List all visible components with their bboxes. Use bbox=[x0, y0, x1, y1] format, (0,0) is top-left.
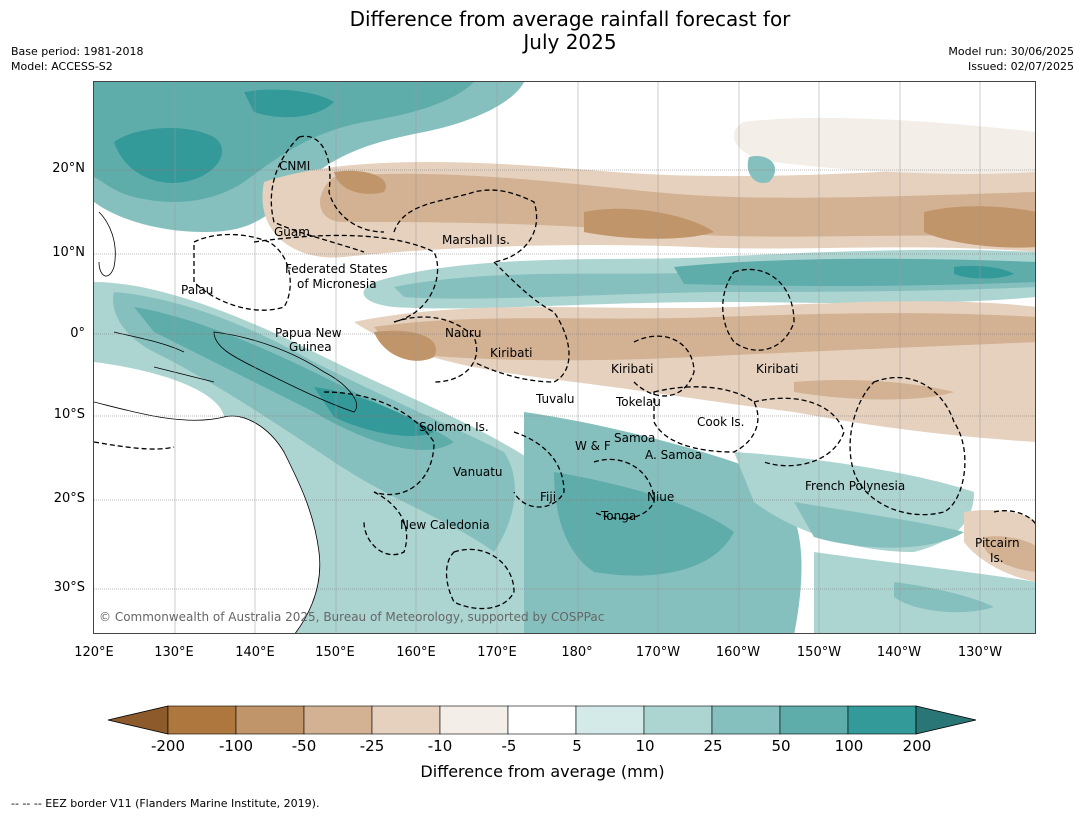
lon-label: 130°W bbox=[957, 645, 1003, 660]
colorbar-tick: -25 bbox=[359, 737, 385, 755]
place-label-guam: Guam bbox=[274, 225, 310, 239]
colorbar-tick: 100 bbox=[834, 737, 864, 755]
colorbar-cell bbox=[711, 705, 781, 735]
copyright-notice: © Commonwealth of Australia 2025, Bureau… bbox=[99, 610, 605, 624]
place-label-kiribati-east: Kiribati bbox=[756, 362, 799, 376]
place-label-nauru: Nauru bbox=[445, 326, 482, 340]
colorbar-cell bbox=[779, 705, 849, 735]
lon-label: 150°W bbox=[796, 645, 842, 660]
lat-label: 0° bbox=[70, 326, 85, 341]
title-line-2: July 2025 bbox=[523, 30, 617, 54]
lon-label: 160°W bbox=[715, 645, 761, 660]
place-label-solomon: Solomon Is. bbox=[419, 420, 489, 434]
lon-label: 160°E bbox=[396, 645, 436, 660]
place-label-cook-islands: Cook Is. bbox=[697, 415, 745, 429]
lat-label: 10°S bbox=[53, 407, 85, 422]
map-area[interactable] bbox=[93, 81, 1036, 634]
place-label-png-line1: Papua New bbox=[275, 326, 342, 340]
lon-label: 170°W bbox=[635, 645, 681, 660]
colorbar-tick: -10 bbox=[427, 737, 453, 755]
place-label-marshall: Marshall Is. bbox=[442, 233, 510, 247]
colorbar-tick: -100 bbox=[218, 737, 254, 755]
base-period: Base period: 1981-2018 bbox=[11, 45, 144, 58]
lon-label: 140°W bbox=[876, 645, 922, 660]
place-label-niue: Niue bbox=[647, 490, 675, 504]
place-label-pitcairn-line2: Is. bbox=[990, 551, 1004, 565]
lat-label: 20°N bbox=[52, 161, 85, 176]
place-label-samoa: Samoa bbox=[614, 431, 656, 445]
colorbar-tick: 25 bbox=[703, 737, 723, 755]
colorbar-cell bbox=[847, 705, 917, 735]
meta-right: Model run: 30/06/2025 Issued: 02/07/2025 bbox=[948, 44, 1074, 74]
colorbar-tick: -50 bbox=[291, 737, 317, 755]
lat-label: 30°S bbox=[53, 580, 85, 595]
lon-label: 150°E bbox=[315, 645, 355, 660]
colorbar-tick: 10 bbox=[635, 737, 655, 755]
colorbar-tick: 5 bbox=[572, 737, 582, 755]
map-title: Difference from average rainfall forecas… bbox=[0, 8, 1085, 54]
colorbar-cell bbox=[235, 705, 305, 735]
place-label-fsm-line2: of Micronesia bbox=[297, 277, 377, 291]
place-label-fsm-line1: Federated States bbox=[285, 262, 388, 276]
place-label-wallis-futuna: W & F bbox=[575, 439, 611, 453]
meta-left: Base period: 1981-2018 Model: ACCESS-S2 bbox=[11, 44, 143, 74]
place-label-tonga: Tonga bbox=[601, 509, 637, 523]
lon-label: 120°E bbox=[74, 645, 114, 660]
colorbar-cell bbox=[507, 705, 577, 735]
lon-label: 170°E bbox=[477, 645, 517, 660]
place-label-american-samoa: A. Samoa bbox=[645, 448, 702, 462]
colorbar-tick: 50 bbox=[771, 737, 791, 755]
colorbar-cell bbox=[167, 705, 237, 735]
colorbar-cell bbox=[575, 705, 645, 735]
colorbar-arrow-high bbox=[915, 705, 977, 735]
colorbar-arrow-low bbox=[107, 705, 169, 735]
lat-label: 20°S bbox=[53, 491, 85, 506]
colorbar-title: Difference from average (mm) bbox=[420, 762, 665, 781]
eez-footnote: -- -- -- EEZ border V11 (Flanders Marine… bbox=[11, 797, 320, 810]
colorbar-tick: -200 bbox=[150, 737, 186, 755]
colorbar bbox=[107, 705, 977, 735]
place-label-png-line2: Guinea bbox=[289, 340, 332, 354]
colorbar-cell bbox=[371, 705, 441, 735]
place-label-new-caledonia: New Caledonia bbox=[400, 518, 490, 532]
lat-label: 10°N bbox=[52, 245, 85, 260]
colorbar-cell bbox=[303, 705, 373, 735]
lon-label: 130°E bbox=[154, 645, 194, 660]
lon-label: 140°E bbox=[235, 645, 275, 660]
title-line-1: Difference from average rainfall forecas… bbox=[349, 7, 791, 31]
place-label-pitcairn-line1: Pitcairn bbox=[975, 536, 1020, 550]
place-label-cnmi: CNMI bbox=[279, 159, 311, 173]
place-label-kiribati-west: Kiribati bbox=[490, 346, 533, 360]
issued-date: Issued: 02/07/2025 bbox=[967, 60, 1074, 73]
model-name: Model: ACCESS-S2 bbox=[11, 60, 113, 73]
place-label-tokelau: Tokelau bbox=[616, 395, 661, 409]
colorbar-tick: -5 bbox=[501, 737, 517, 755]
place-label-fiji: Fiji bbox=[540, 490, 557, 504]
place-label-palau: Palau bbox=[181, 283, 214, 297]
colorbar-cell bbox=[643, 705, 713, 735]
place-label-vanuatu: Vanuatu bbox=[453, 465, 503, 479]
place-label-kiribati-central: Kiribati bbox=[611, 362, 654, 376]
colorbar-cell bbox=[439, 705, 509, 735]
model-run: Model run: 30/06/2025 bbox=[948, 45, 1074, 58]
colorbar-tick: 200 bbox=[902, 737, 932, 755]
lon-label: 180° bbox=[561, 645, 593, 660]
place-label-tuvalu: Tuvalu bbox=[536, 392, 575, 406]
place-label-french-polynesia: French Polynesia bbox=[805, 479, 906, 493]
rainfall-map bbox=[94, 82, 1035, 633]
